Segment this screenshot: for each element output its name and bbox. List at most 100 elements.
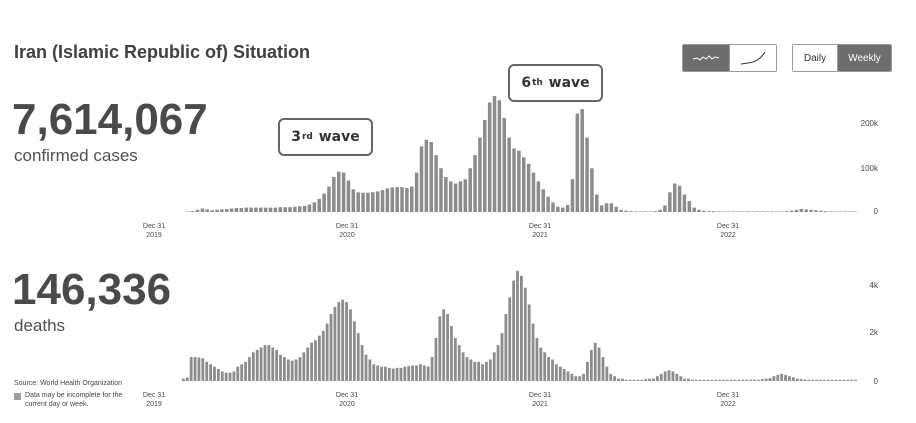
deaths-bar — [784, 375, 787, 381]
third-wave-number: 3 — [291, 129, 301, 145]
deaths-bar — [613, 376, 617, 381]
deaths-y-tick-label: 0 — [874, 377, 879, 386]
deaths-bar — [453, 337, 457, 381]
sixth-wave-suffix: th — [532, 78, 543, 88]
deaths-x-tick-label: Dec 31 — [336, 392, 358, 399]
deaths-bar — [718, 379, 721, 381]
page-title: Iran (Islamic Republic of) Situation — [14, 42, 311, 62]
deaths-bar — [240, 364, 244, 381]
cases-bar — [629, 211, 633, 212]
deaths-bar — [380, 366, 383, 381]
cases-bar — [463, 179, 468, 212]
deaths-bar — [500, 333, 504, 381]
cases-bar — [707, 211, 711, 212]
deaths-bar — [492, 352, 496, 381]
deaths-bar — [702, 379, 706, 381]
weekly-button[interactable]: Weekly — [837, 45, 891, 71]
cases-bar — [784, 211, 789, 212]
deaths-bar — [469, 359, 473, 381]
deaths-bar — [652, 378, 655, 381]
deaths-bar — [768, 378, 772, 381]
deaths-bar — [418, 364, 422, 381]
cases-bar — [799, 208, 804, 212]
cases-bar — [307, 204, 312, 212]
deaths-bar — [352, 321, 356, 381]
deaths-bar — [842, 379, 846, 381]
cases-bar — [604, 203, 609, 212]
cases-bar — [497, 100, 502, 212]
deaths-bar — [838, 379, 842, 381]
deaths-bar — [457, 345, 461, 381]
deaths-bar — [349, 309, 352, 381]
sixth-wave-number: 6 — [521, 75, 532, 91]
cases-bar — [224, 208, 229, 212]
deaths-bar — [205, 361, 209, 381]
deaths-y-tick-label: 2k — [870, 328, 879, 337]
deaths-bar — [807, 379, 811, 381]
cases-bar — [448, 181, 453, 212]
cases-bar — [624, 210, 628, 212]
deaths-bar — [722, 379, 725, 381]
deaths-bar — [776, 375, 780, 381]
deaths-bar — [679, 376, 683, 381]
deaths-bar — [601, 357, 605, 381]
deaths-x-tick-label: Dec 31 — [143, 392, 165, 399]
cases-bar — [298, 206, 302, 212]
deaths-bar — [574, 376, 578, 381]
deaths-bar — [341, 299, 345, 381]
deaths-bar — [422, 365, 426, 381]
deaths-bar — [663, 371, 667, 381]
deaths-bar — [182, 378, 185, 381]
deaths-bar — [687, 378, 690, 381]
third-wave-suffix: rd — [301, 132, 313, 142]
cases-bar — [531, 172, 536, 212]
cases-bar — [507, 137, 511, 212]
deaths-bar — [694, 379, 698, 381]
cases-bar — [317, 198, 321, 212]
cases-bar — [502, 117, 507, 212]
cases-bar — [599, 205, 604, 212]
cases-bar — [697, 209, 701, 212]
deaths-bar — [516, 271, 519, 381]
linear-view-button[interactable] — [683, 45, 729, 71]
cases-bar — [838, 211, 843, 212]
deaths-bar — [803, 379, 807, 381]
cases-bar — [546, 196, 550, 212]
cumulative-view-button[interactable] — [729, 45, 776, 71]
deaths-bar — [317, 335, 321, 381]
deaths-bar — [554, 364, 558, 381]
deaths-bar — [407, 366, 411, 381]
cases-bar — [560, 207, 565, 212]
deaths-bar — [823, 379, 826, 381]
daily-button[interactable]: Daily — [793, 45, 837, 71]
deaths-bar — [729, 379, 733, 381]
deaths-bar — [543, 352, 547, 381]
deaths-bar — [337, 302, 341, 381]
cases-bar — [716, 211, 721, 212]
deaths-bar — [496, 345, 500, 381]
cases-bar — [259, 207, 263, 212]
deaths-bar — [213, 366, 216, 381]
cases-bar — [283, 207, 287, 212]
deaths-bar — [461, 352, 465, 381]
cases-bar — [750, 211, 755, 212]
deaths-bar — [791, 377, 795, 381]
third-wave-word: wave — [318, 129, 360, 145]
incomplete-data-text: Data may be incomplete for the current d… — [25, 392, 123, 408]
deaths-bar — [589, 349, 593, 381]
cases-bar — [575, 113, 580, 212]
deaths-bar — [465, 357, 469, 381]
deaths-bar — [248, 357, 251, 381]
cases-bar — [453, 183, 458, 212]
deaths-bar — [667, 370, 671, 381]
cases-bar — [551, 202, 555, 212]
deaths-bar — [450, 326, 453, 381]
cases-bar — [570, 179, 575, 212]
deaths-bar — [345, 302, 348, 381]
incomplete-data-swatch — [14, 393, 21, 400]
cases-bar — [234, 208, 239, 212]
deaths-bar — [593, 342, 597, 381]
deaths-x-tick-label: Dec 31 — [717, 392, 739, 399]
deaths-bar — [477, 361, 481, 381]
cases-bar — [609, 203, 614, 212]
